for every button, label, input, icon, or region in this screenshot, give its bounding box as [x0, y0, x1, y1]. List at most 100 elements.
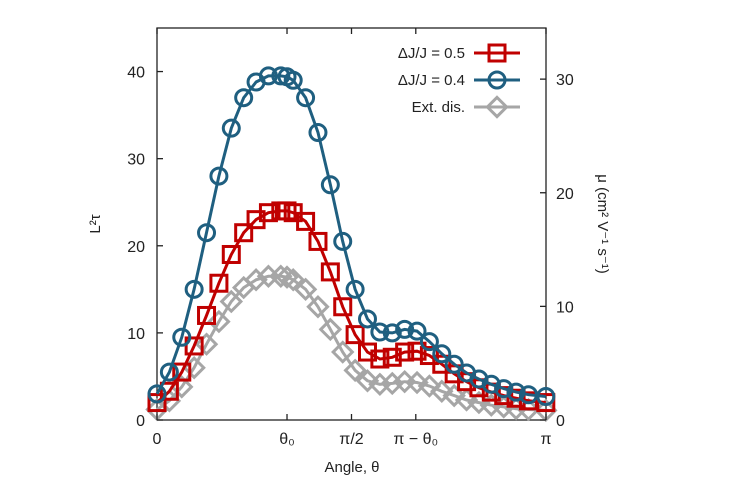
series-1-point-32: [536, 386, 556, 406]
series-0-point-2: [172, 362, 192, 382]
y-left-tick-label-4: 40: [127, 65, 145, 82]
y-axis-right-label: μ (cm² V⁻¹ s⁻¹): [594, 174, 611, 273]
series-0-point-5: [209, 273, 229, 293]
y-axis-right-label-text: μ (cm² V⁻¹ s⁻¹): [594, 174, 611, 273]
series-1-point-14: [308, 123, 328, 143]
series-0-point-21: [395, 342, 415, 362]
legend-marker-2: [485, 95, 509, 119]
series-0-point-9: [258, 203, 278, 223]
series-1-point-18: [357, 309, 377, 329]
series-1-point-16: [333, 231, 353, 251]
series-2-point-5: [207, 309, 231, 334]
series-0: [147, 201, 556, 413]
series-0-point-15: [320, 262, 340, 282]
series-0-point-0: [147, 393, 167, 413]
legend-marker-0: [487, 43, 507, 63]
y-left-tick-label-1: 10: [127, 326, 145, 343]
series-1-point-9: [258, 66, 278, 86]
series-2-point-17: [343, 358, 367, 383]
series-1-point-12: [283, 70, 303, 90]
y-axis-left-label: L²τ: [87, 214, 104, 233]
series-2-point-13: [293, 277, 318, 302]
series-1-point-15: [320, 175, 340, 195]
legend-entry-1: ΔJ/J = 0.4: [398, 70, 520, 90]
series-0-point-6: [221, 244, 241, 264]
plot-area: [156, 27, 547, 421]
series-2-point-6: [219, 289, 244, 314]
series-1-point-1: [159, 362, 179, 382]
series-2-point-25: [442, 383, 466, 408]
series-1-point-20: [382, 323, 402, 343]
series-0-point-30: [506, 388, 526, 408]
legend-label-2: Ext. dis.: [412, 99, 465, 116]
series-2-point-8: [244, 268, 268, 292]
series-1-point-19: [370, 322, 390, 342]
legend-entry-2: Ext. dis.: [412, 95, 520, 119]
series-1-point-25: [444, 354, 464, 374]
series-0-point-22: [407, 341, 427, 361]
x-tick-label-3: π − θ₀: [393, 431, 438, 448]
x-tick-label-1: θ₀: [279, 431, 295, 448]
series-layer: [145, 66, 558, 423]
y-right-tick-label-2: 20: [556, 186, 574, 203]
series-1-point-3: [184, 279, 204, 299]
legend-entry-0: ΔJ/J = 0.5: [398, 43, 520, 63]
series-0-point-24: [432, 354, 452, 374]
series-0-point-14: [308, 231, 328, 251]
x-tick-label-4: π: [540, 431, 551, 448]
series-1-point-17: [345, 279, 365, 299]
series-1-point-30: [506, 382, 526, 402]
x-tick-label-0: 0: [153, 431, 162, 448]
x-tick-label-2: π/2: [339, 431, 363, 448]
series-0-point-13: [296, 211, 316, 231]
y-left-tick-label-2: 20: [127, 239, 145, 256]
legend: ΔJ/J = 0.5 ΔJ/J = 0.4 Ext. dis.: [398, 43, 520, 119]
y-right-tick-label-3: 30: [556, 72, 574, 89]
series-2-point-11: [275, 265, 299, 289]
series-2-point-14: [306, 295, 330, 319]
series-2-point-12: [281, 268, 305, 292]
series-2-point-23: [417, 374, 442, 398]
series-1-point-23: [419, 332, 439, 352]
y-axis-left-label-text: L²τ: [87, 214, 104, 233]
series-2-point-22: [405, 370, 429, 395]
series-2: [145, 264, 558, 423]
legend-label-0: ΔJ/J = 0.5: [398, 45, 465, 62]
series-2-point-16: [331, 340, 355, 364]
legend-label-1: ΔJ/J = 0.4: [398, 72, 465, 89]
series-0-point-32: [536, 393, 556, 413]
series-2-point-24: [430, 379, 454, 403]
series-1-point-21: [395, 319, 415, 339]
series-2-point-15: [318, 317, 343, 342]
series-0-point-1: [159, 381, 179, 401]
series-1-point-4: [197, 223, 217, 243]
series-1-point-22: [407, 321, 427, 341]
series-2-point-4: [194, 332, 219, 356]
series-2-point-10: [269, 264, 293, 288]
series-0-point-3: [184, 336, 204, 356]
series-1-point-24: [432, 344, 452, 364]
series-0-point-19: [370, 349, 390, 369]
series-0-point-20: [382, 347, 402, 367]
legend-marker-1: [487, 70, 507, 90]
series-0-point-16: [333, 297, 353, 317]
series-1-point-2: [172, 327, 192, 347]
series-1-point-13: [296, 88, 316, 108]
series-1-point-7: [234, 88, 254, 108]
series-1: [147, 66, 556, 406]
x-axis-label: Angle, θ: [324, 459, 379, 476]
series-1-point-28: [481, 374, 501, 394]
series-2-point-20: [380, 371, 404, 396]
y-right-tick-label-0: 0: [556, 413, 565, 430]
series-1-point-29: [494, 379, 514, 399]
series-1-point-5: [209, 166, 229, 186]
series-0-point-17: [345, 325, 365, 345]
series-1-point-6: [221, 118, 241, 138]
series-0-point-7: [234, 223, 254, 243]
series-0-point-4: [197, 305, 217, 325]
y-left-tick-label-0: 0: [136, 413, 145, 430]
y-left-tick-label-3: 30: [127, 152, 145, 169]
y-right-tick-label-1: 10: [556, 299, 574, 316]
